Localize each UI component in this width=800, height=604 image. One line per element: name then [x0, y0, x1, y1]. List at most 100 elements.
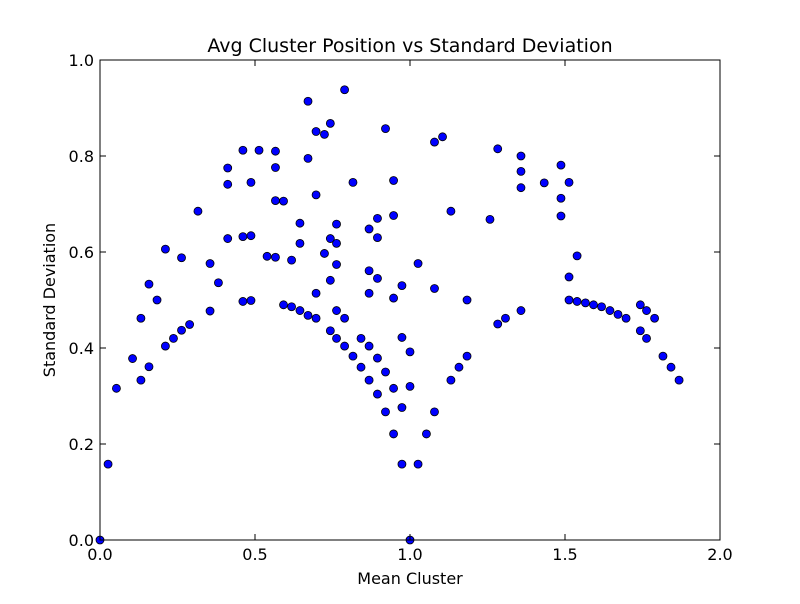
data-point: [169, 333, 178, 343]
data-point: [405, 381, 415, 391]
data-point: [112, 383, 121, 393]
data-point: [193, 206, 203, 216]
data-point: [246, 231, 256, 241]
data-point: [430, 137, 439, 147]
data-point: [516, 151, 526, 161]
data-point: [348, 177, 358, 187]
data-point: [332, 306, 341, 315]
data-point: [144, 279, 154, 289]
data-point: [397, 281, 407, 291]
data-point: [177, 325, 186, 335]
data-point: [279, 300, 288, 310]
data-point: [516, 166, 526, 176]
data-point: [136, 313, 146, 323]
data-point: [238, 297, 248, 306]
data-point: [311, 288, 321, 298]
data-point: [320, 249, 329, 258]
plot-area: [100, 60, 720, 540]
data-point: [356, 362, 366, 372]
data-point: [572, 251, 582, 261]
x-tick-label: 0.0: [87, 545, 112, 564]
data-point: [364, 341, 374, 351]
data-point: [364, 288, 374, 298]
data-point: [161, 244, 170, 254]
x-axis-label: Mean Cluster: [357, 569, 463, 588]
data-point: [340, 341, 349, 351]
data-point: [389, 211, 398, 220]
data-point: [493, 319, 503, 329]
data-point: [389, 383, 398, 393]
data-point: [485, 214, 495, 224]
data-point: [271, 146, 280, 156]
data-point: [642, 306, 651, 315]
data-point: [223, 179, 233, 189]
data-point: [246, 177, 256, 187]
data-point: [144, 362, 154, 372]
data-point: [373, 213, 382, 223]
data-point: [635, 300, 645, 310]
data-point: [356, 333, 366, 343]
data-point: [311, 313, 321, 323]
data-point: [674, 375, 684, 385]
data-point: [205, 259, 215, 268]
y-tick-label: 0.4: [69, 339, 94, 358]
data-point: [325, 234, 335, 243]
data-point: [462, 295, 472, 305]
ticks-layer: 0.0 0.5 1.0 1.5 2.0 0.0 0.2 0.4 0.6 0.8 1.0: [69, 51, 733, 564]
data-point: [635, 326, 645, 336]
data-point: [556, 160, 566, 170]
data-point: [303, 96, 313, 106]
data-point: [185, 320, 194, 329]
data-point: [364, 224, 374, 234]
data-point: [462, 351, 472, 361]
data-point: [446, 375, 456, 385]
data-point: [430, 407, 439, 417]
data-point: [501, 313, 510, 323]
data-point: [556, 193, 566, 203]
data-point: [279, 196, 288, 206]
data-point: [223, 234, 233, 243]
data-point: [223, 163, 233, 173]
data-point: [564, 295, 574, 305]
data-point: [332, 219, 341, 229]
data-point: [364, 266, 374, 276]
data-point: [332, 238, 341, 248]
data-point: [254, 145, 264, 155]
x-tick-label: 1.5: [552, 545, 577, 564]
data-point: [493, 144, 503, 154]
data-point: [214, 278, 223, 288]
y-tick-label: 0.0: [69, 531, 94, 550]
x-tick-label: 1.0: [397, 545, 422, 564]
x-tick-label: 0.5: [242, 545, 267, 564]
data-point: [430, 284, 439, 293]
data-point: [311, 127, 321, 136]
data-point: [320, 129, 329, 139]
y-tick-label: 0.6: [69, 243, 94, 262]
data-point: [539, 178, 549, 188]
data-point: [589, 300, 598, 310]
data-point: [271, 163, 280, 172]
data-point: [332, 260, 341, 269]
data-point: [597, 302, 606, 312]
data-point: [564, 272, 574, 282]
data-point: [381, 124, 390, 134]
data-point: [422, 429, 431, 439]
data-point: [389, 429, 398, 439]
data-point: [136, 375, 146, 385]
data-point: [152, 295, 162, 305]
data-point: [621, 313, 631, 323]
data-point: [287, 255, 296, 265]
data-point: [381, 367, 390, 377]
data-point: [295, 238, 305, 248]
data-point: [581, 298, 590, 308]
y-tick-label: 1.0: [69, 51, 94, 70]
data-point: [246, 296, 256, 305]
data-point: [295, 218, 305, 228]
data-point: [381, 407, 390, 417]
data-point: [325, 326, 335, 336]
data-point: [262, 251, 272, 261]
y-tick-label: 0.2: [69, 435, 94, 454]
points-layer: [95, 85, 684, 545]
data-point: [405, 347, 415, 357]
